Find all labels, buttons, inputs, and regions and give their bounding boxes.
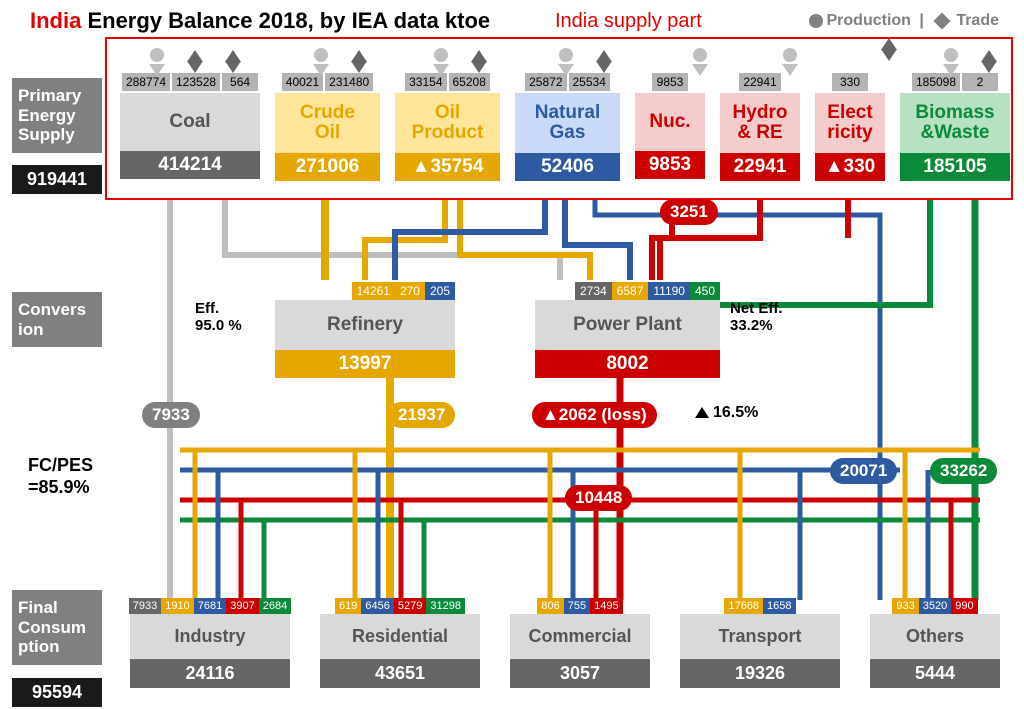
- chip: 7681: [194, 598, 226, 614]
- arrow-icon: [155, 48, 235, 76]
- label: Oil Product: [395, 93, 500, 153]
- power-plant: 2734658711190450 Power Plant 8002: [535, 282, 720, 378]
- chip: 2734: [575, 282, 612, 300]
- fc-pes: FC/PES =85.9%: [28, 455, 93, 498]
- total-final: 95594: [12, 678, 102, 707]
- chip: 5279: [394, 598, 426, 614]
- chip: 270: [395, 282, 425, 300]
- chip: 7933: [129, 598, 161, 614]
- label-supply: Primary Energy Supply: [12, 78, 102, 153]
- gas-direct: 20071: [830, 458, 897, 484]
- pp-label: Power Plant: [535, 300, 720, 350]
- legend-trade: Trade: [956, 12, 999, 30]
- label: Nuc.: [635, 93, 705, 151]
- chip: 2684: [259, 598, 291, 614]
- total-supply: 919441: [12, 165, 102, 194]
- legend: Production | Trade: [809, 12, 1000, 30]
- refinery: 14261270205 Refinery 13997: [275, 282, 455, 378]
- chip: 1495: [590, 598, 622, 614]
- pp-loss: ▲2062 (loss): [532, 402, 657, 428]
- label: Transport: [680, 614, 840, 659]
- final-transport: 176681658Transport19326: [680, 598, 840, 688]
- total: 271006: [275, 153, 380, 181]
- label: Commercial: [510, 614, 650, 659]
- final-commercial: 8067551495Commercial3057: [510, 598, 650, 688]
- arrow-icon: [545, 48, 625, 76]
- arrow-icon: [660, 48, 740, 76]
- refinery-total: 13997: [275, 350, 455, 378]
- refinery-out: 21937: [388, 402, 455, 428]
- total: 185105: [900, 153, 1010, 181]
- diamond-icon: [934, 13, 951, 30]
- label: Coal: [120, 93, 260, 151]
- pp-total: 8002: [535, 350, 720, 378]
- title-rest: Energy Balance 2018, by IEA data ktoe: [81, 8, 490, 33]
- label: Industry: [130, 614, 290, 659]
- refinery-label: Refinery: [275, 300, 455, 350]
- label: Biomass &Waste: [900, 93, 1010, 153]
- chip: 990: [951, 598, 977, 614]
- label: Others: [870, 614, 1000, 659]
- chip: 619: [335, 598, 361, 614]
- coal-direct: 7933: [142, 402, 200, 428]
- total: 24116: [130, 659, 290, 688]
- final-others: 9333520990Others5444: [870, 598, 1000, 688]
- chip: 3907: [226, 598, 258, 614]
- circle-icon: [809, 14, 823, 28]
- chip: 205: [425, 282, 455, 300]
- chip: 14261: [352, 282, 395, 300]
- arrow-icon: [420, 48, 500, 76]
- label: Elect ricity: [815, 93, 885, 153]
- subtitle: India supply part: [555, 10, 702, 33]
- total: 19326: [680, 659, 840, 688]
- chip: 11190: [648, 282, 690, 300]
- label: Crude Oil: [275, 93, 380, 153]
- hdr: 330: [832, 73, 868, 91]
- arrow-icon: [930, 48, 1010, 76]
- title-country: India: [30, 8, 81, 33]
- final-industry: 79331910768139072684Industry24116: [130, 598, 290, 688]
- final-residential: 6196456527931298Residential43651: [320, 598, 480, 688]
- chip: 450: [690, 282, 720, 300]
- chip: 806: [537, 598, 563, 614]
- total: 52406: [515, 153, 620, 181]
- bio-direct: 33262: [930, 458, 997, 484]
- label-conversion: Convers ion: [12, 292, 102, 347]
- label: Natural Gas: [515, 93, 620, 153]
- flow-3251: 3251: [660, 199, 718, 225]
- label-final: Final Consum ption: [12, 590, 102, 665]
- arrow-icon: [300, 48, 380, 76]
- chip: 933: [892, 598, 918, 614]
- label: Residential: [320, 614, 480, 659]
- title: India Energy Balance 2018, by IEA data k…: [30, 8, 490, 34]
- total: ▲35754: [395, 153, 500, 181]
- arrow-icon: [750, 48, 830, 76]
- chip: 1658: [763, 598, 795, 614]
- chip: 6456: [361, 598, 393, 614]
- chip: 3520: [919, 598, 951, 614]
- chip: 31298: [426, 598, 465, 614]
- total: 5444: [870, 659, 1000, 688]
- chip: 1910: [161, 598, 193, 614]
- refinery-eff: Eff. 95.0 %: [195, 300, 242, 334]
- chip: 17668: [724, 598, 763, 614]
- total: ▲330: [815, 153, 885, 181]
- legend-prod: Production: [827, 12, 911, 30]
- pp-out: 10448: [565, 485, 632, 511]
- label: Hydro & RE: [720, 93, 800, 153]
- chip: 755: [564, 598, 590, 614]
- chip: 6587: [612, 282, 649, 300]
- pp-eff: Net Eff. 33.2%: [730, 300, 783, 334]
- total: 9853: [635, 151, 705, 179]
- total: 3057: [510, 659, 650, 688]
- total: 43651: [320, 659, 480, 688]
- pp-loss-pct: ▲16.5%16.5%: [695, 404, 758, 422]
- arrow-icon: [840, 48, 920, 52]
- total: 414214: [120, 151, 260, 179]
- total: 22941: [720, 153, 800, 181]
